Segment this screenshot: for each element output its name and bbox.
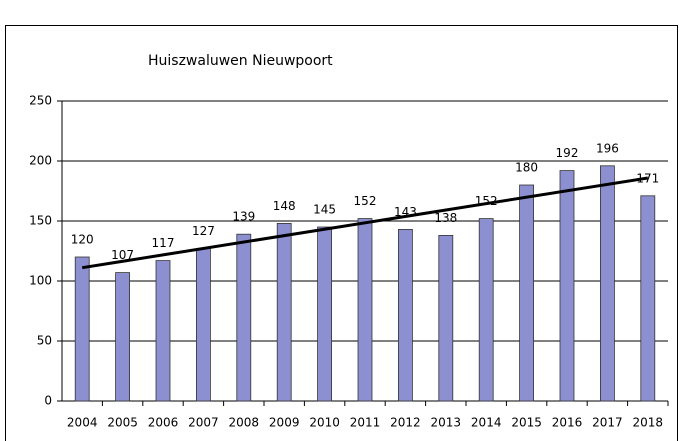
x-tick-label: 2010 (309, 416, 340, 430)
y-tick-label: 200 (29, 154, 52, 168)
trend-line (81, 176, 649, 270)
bar (640, 195, 656, 402)
chart-frame (5, 25, 678, 441)
y-tick-label: 0 (44, 394, 52, 408)
value-label: 196 (596, 141, 619, 155)
y-tick-label: 50 (37, 334, 52, 348)
bar (397, 228, 413, 402)
x-tick-label: 2004 (67, 416, 98, 430)
x-tick-label: 2016 (552, 416, 583, 430)
x-tick-label: 2013 (431, 416, 462, 430)
x-tick-label: 2015 (511, 416, 542, 430)
value-label: 145 (313, 203, 336, 217)
value-label: 192 (556, 146, 579, 160)
value-label: 138 (434, 211, 457, 225)
x-tick-label: 2017 (592, 416, 623, 430)
x-tick-label: 2005 (107, 416, 138, 430)
bar (600, 165, 615, 402)
bar (155, 260, 171, 402)
bar (195, 248, 211, 402)
x-tick-label: 2007 (188, 416, 219, 430)
value-label: 139 (232, 210, 255, 224)
x-tick-label: 2011 (350, 416, 381, 430)
x-tick-label: 2008 (229, 416, 260, 430)
value-label: 148 (273, 199, 296, 213)
bar (115, 272, 130, 402)
y-tick-label: 100 (29, 274, 52, 288)
value-label: 180 (515, 161, 538, 175)
y-tick-label: 250 (29, 94, 52, 108)
bar (276, 222, 292, 402)
value-label: 127 (192, 224, 215, 238)
value-label: 152 (354, 194, 377, 208)
x-tick-label: 2012 (390, 416, 421, 430)
bar (317, 226, 333, 402)
y-tick-label: 150 (29, 214, 52, 228)
bar (357, 218, 373, 402)
x-tick-label: 2006 (148, 416, 179, 430)
chart-title: Huiszwaluwen Nieuwpoort (148, 53, 333, 69)
bar (236, 233, 252, 402)
x-tick-label: 2014 (471, 416, 502, 430)
bar (559, 170, 575, 402)
bar (74, 256, 90, 402)
value-label: 107 (111, 248, 134, 262)
bar (519, 184, 534, 402)
bar (478, 218, 494, 402)
bar (438, 234, 454, 402)
value-label: 120 (71, 233, 94, 247)
x-tick-label: 2018 (633, 416, 664, 430)
value-label: 117 (152, 236, 175, 250)
x-tick-label: 2009 (269, 416, 300, 430)
